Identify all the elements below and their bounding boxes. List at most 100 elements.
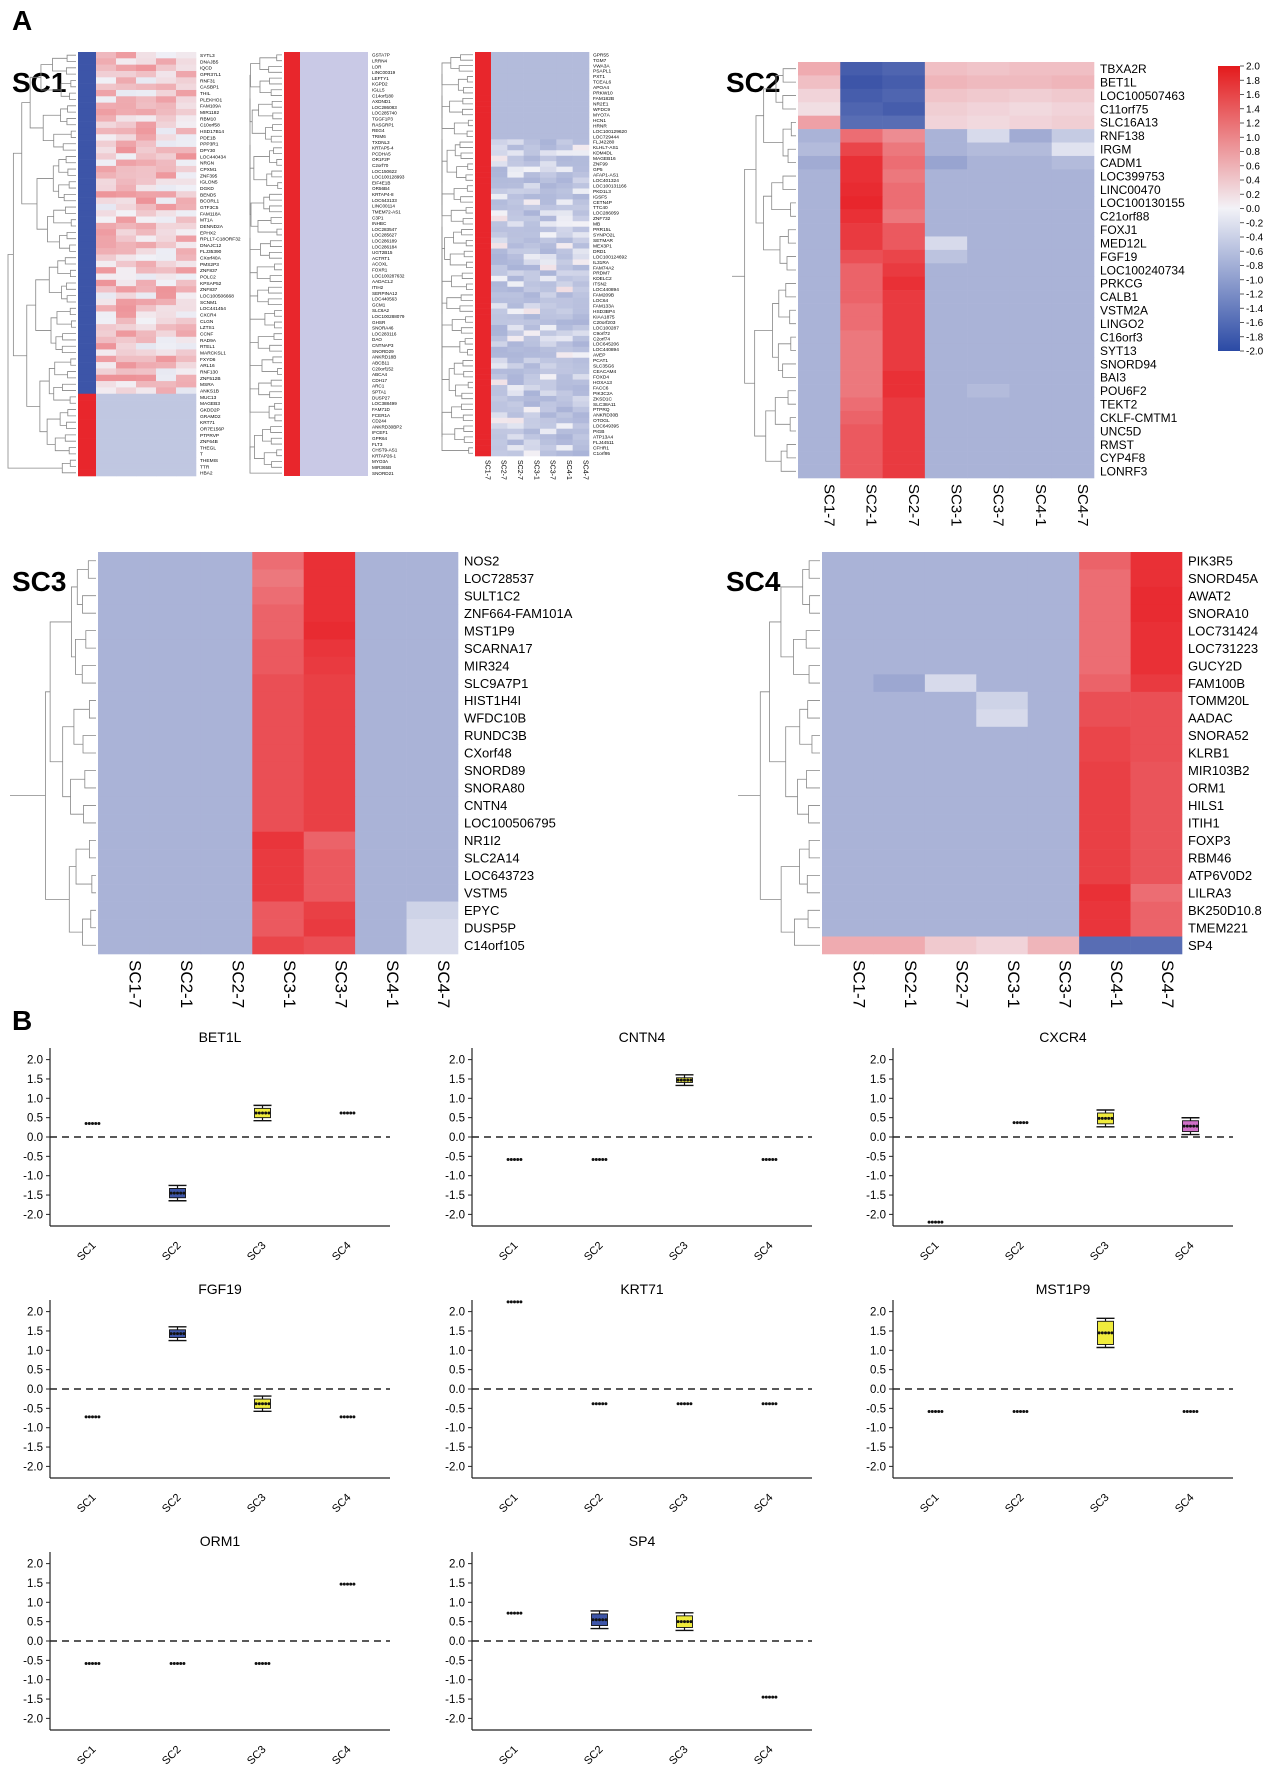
sc1-block3-cell: [540, 183, 557, 189]
y-tick-label: 1.5: [27, 1578, 43, 1590]
sc1-block1-cell: [116, 235, 137, 243]
sc1-block1-cell: [136, 469, 157, 477]
sc1-block1-gene-label: MAGEB3: [200, 401, 220, 407]
sc1-block1-cell: [136, 317, 157, 325]
sc4-cell: [924, 761, 977, 780]
sc1-block3-gene-label: DRD1: [593, 249, 606, 255]
sc1-block3-cell: [556, 303, 573, 309]
sc1-block3-cell: [556, 428, 573, 435]
sc1-block3-cell: [556, 341, 573, 348]
sc4-cell: [1079, 604, 1131, 623]
sc1-block1-cell: [96, 172, 117, 179]
sc1-block1-cell: [116, 387, 137, 395]
sc1-block1-cell: [136, 58, 157, 65]
sc1-block3-cell: [523, 303, 541, 309]
sc1-block2-gene-label: C3P1: [372, 215, 384, 220]
sc1-block3-col-label: SC1-7: [484, 460, 491, 480]
sc1-block1-cell: [96, 438, 117, 445]
sc1-block3-cell: [572, 445, 590, 451]
y-tick-label: 1.0: [449, 1345, 465, 1357]
sc1-block1-cell: [156, 438, 177, 445]
sc1-block3-cell: [507, 368, 524, 375]
sc4-cell: [1079, 936, 1131, 955]
sc1-block3-cell: [491, 254, 508, 260]
sc1-block1-cell: [136, 102, 157, 110]
sc1-block3-cell: [491, 450, 508, 457]
sc1-block1-cell: [156, 222, 177, 230]
sc2-gene-label: LINGO2: [1100, 317, 1144, 331]
sc1-block1-gene-label: ARL16: [200, 363, 215, 369]
sc1-block2-gene-label: LOC643133: [372, 198, 397, 203]
sc1-block1-cell: [156, 115, 177, 122]
sc2-gene-label: BET1L: [1100, 75, 1137, 89]
sc1-block1-cell: [176, 355, 197, 363]
sc1-block3-cell: [540, 335, 557, 342]
sc1-block3-cell: [475, 352, 491, 359]
sc4-cell: [1027, 884, 1080, 902]
sc1-block1-cell: [156, 349, 177, 357]
sc1-block1-cell: [78, 286, 96, 293]
sc3-cell: [355, 674, 407, 693]
data-point: [1110, 1331, 1114, 1335]
sc1-block1-cell: [176, 210, 197, 217]
sc1-block1-cell: [156, 457, 177, 464]
sc1-block3-cell: [523, 445, 541, 451]
sc1-block3-cell: [523, 101, 541, 107]
sc1-block1-cell: [156, 108, 177, 116]
sc3-cell: [355, 919, 407, 937]
sc1-block3-cell: [475, 357, 491, 364]
sc1-block1-cell: [96, 457, 117, 464]
sc1-block1-cell: [176, 419, 197, 426]
data-point: [934, 1220, 937, 1224]
sc3-cell: [200, 604, 253, 623]
sc1-block1-cell: [176, 197, 197, 205]
sc2-cell: [840, 209, 883, 224]
sc2-cell: [882, 384, 926, 398]
sc1-block3-cell: [540, 406, 557, 413]
sc1-block1-cell: [78, 368, 96, 376]
sc2-cell: [967, 142, 1010, 157]
sc1-block3-cell: [491, 259, 508, 266]
sc4-cell: [822, 726, 874, 745]
sc1-block1-cell: [136, 324, 157, 331]
sc1-block1-cell: [176, 317, 197, 325]
data-point: [683, 1402, 686, 1406]
sc1-block1-cell: [156, 52, 177, 59]
sc2-cell: [967, 437, 1010, 452]
sc1-block1-cell: [78, 102, 96, 110]
sc3-cell: [252, 814, 305, 832]
sc1-block3-gene-label: FLJ42280: [593, 140, 615, 146]
sc1-block1-gene-label: GPR37L1: [200, 72, 221, 78]
sc2-cell: [882, 249, 926, 264]
y-tick-label: -0.5: [866, 1151, 886, 1163]
sc1-block1-cell: [116, 197, 137, 205]
sc1-block3-cell: [475, 221, 491, 228]
sc2-cell: [1009, 62, 1053, 76]
sc3-cell: [200, 656, 253, 675]
sc1-block1-cell: [176, 178, 197, 186]
sc1-block1-gene-label: RTEL1: [200, 344, 215, 350]
sc4-cell: [1130, 691, 1183, 710]
sc1-block3-cell: [507, 106, 524, 113]
sc1-block1-cell: [116, 273, 137, 281]
sc4-cell: [976, 866, 1029, 885]
data-point: [601, 1157, 605, 1161]
data-point: [513, 1157, 516, 1161]
data-point: [771, 1695, 775, 1699]
data-point: [94, 1415, 98, 1419]
sc1-block1-cell: [176, 393, 197, 401]
sc1-block3-cell: [507, 204, 524, 211]
sc2-cell: [1051, 410, 1095, 425]
sc1-block1-cell: [156, 368, 177, 376]
y-tick-label: 1.0: [449, 1597, 465, 1609]
sc3-cell: [406, 552, 459, 570]
sc3-cell: [149, 552, 202, 570]
sc2-cell: [882, 142, 926, 157]
sc4-col-label: SC1-7: [850, 960, 869, 1008]
sc1-block1-cell: [78, 387, 96, 395]
sc1-block1-cell: [176, 254, 197, 262]
sc2-cell: [1051, 169, 1095, 184]
sc3-cell: [406, 639, 459, 658]
sc3-cell: [98, 726, 150, 745]
sc1-block1-cell: [136, 425, 157, 433]
